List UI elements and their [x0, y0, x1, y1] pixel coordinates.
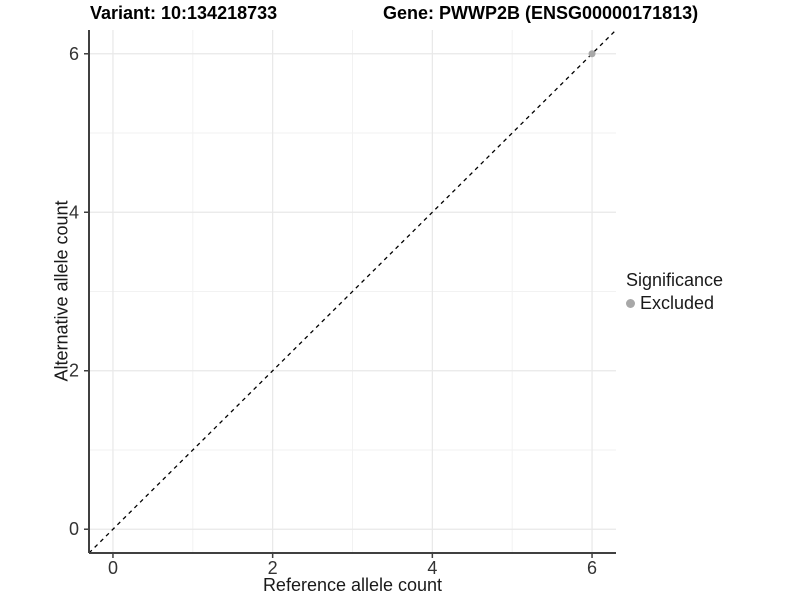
identity-reference-line: [88, 29, 617, 554]
data-point: [588, 50, 596, 58]
legend-item-label: Excluded: [640, 293, 715, 313]
x-tick-label: 4: [427, 558, 437, 578]
x-tick-label: 0: [108, 558, 118, 578]
legend: Significance Excluded: [626, 270, 723, 314]
legend-title: Significance: [626, 270, 724, 290]
x-axis-title: Reference allele count: [262, 575, 443, 595]
variant-title: Variant: 10:134218733: [90, 3, 278, 23]
excluded-point-icon: [626, 299, 635, 308]
x-tick-label: 6: [587, 558, 597, 578]
legend-item-excluded: Excluded: [626, 293, 723, 314]
gene-title: Gene: PWWP2B (ENSG00000171813): [383, 3, 699, 23]
y-tick-label: 0: [69, 519, 79, 539]
y-tick-label: 4: [69, 202, 79, 222]
y-tick-label: 6: [69, 44, 79, 64]
y-axis-title: Alternative allele count: [51, 200, 72, 382]
y-tick-label: 2: [69, 361, 79, 381]
x-tick-label: 2: [268, 558, 278, 578]
